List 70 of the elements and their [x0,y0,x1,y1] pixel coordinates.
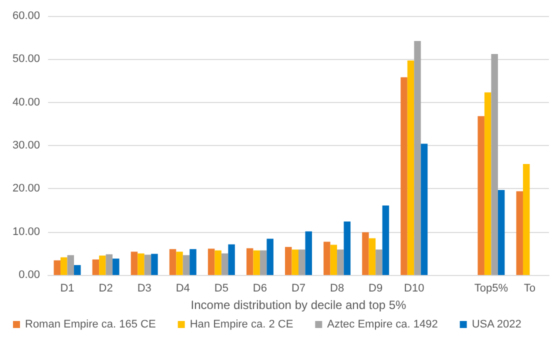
bar [285,246,292,275]
bar [478,116,484,275]
bar [221,253,228,275]
bar [151,254,158,275]
bar [92,259,100,275]
y-tick-label: 40.00 [12,96,40,108]
bar [130,252,138,275]
bar [176,252,183,275]
x-tick-label: To [524,282,536,294]
bar [292,250,298,275]
bar [169,249,176,275]
y-tick-label: 10.00 [12,226,40,238]
bar [298,250,306,275]
bar [330,244,338,275]
bar [362,232,369,275]
x-axis-title: Income distribution by decile and top 5% [190,298,407,312]
bar [54,260,61,275]
x-tick-label: D2 [98,282,113,294]
y-tick-label: 0.00 [18,269,40,281]
legend-label: USA 2022 [472,318,522,330]
bar [368,238,376,275]
bar [182,255,190,275]
bar [144,254,152,275]
bar [228,244,235,275]
legend-label: Aztec Empire ca. 1492 [327,318,438,330]
y-tick-label: 50.00 [12,53,40,66]
bar [74,265,81,275]
bar [112,258,120,275]
bar [60,257,68,275]
bar [344,221,351,275]
bar [337,250,344,275]
bar [382,206,390,275]
legend-label: Han Empire ca. 2 CE [190,318,294,330]
y-tick-label: 20.00 [12,182,40,195]
x-tick-label: D7 [291,282,306,294]
bar [214,250,222,275]
x-tick-label: Top5% [474,282,508,294]
bar [253,250,260,275]
y-tick-label: 60.00 [12,10,40,22]
bar [67,255,74,275]
x-tick-label: D5 [214,282,228,294]
bar [491,54,498,275]
bar [99,256,106,275]
x-tick-label: D6 [252,282,267,294]
bar [420,144,428,275]
bar [246,248,254,275]
bar [260,250,267,275]
bar [266,238,274,275]
bar [106,254,113,275]
bar [138,253,144,275]
x-tick-label: D3 [137,282,152,294]
bar [414,41,421,275]
bar [522,164,530,275]
y-tick-label: 30.00 [12,140,40,152]
bar [484,92,492,275]
x-tick-label: D4 [176,282,190,294]
x-tick-label: D10 [404,282,424,294]
bar [190,249,196,275]
x-tick-label: D1 [60,282,74,294]
bar [407,60,414,275]
x-tick-label: D9 [368,282,383,294]
legend-label: Roman Empire ca. 165 CE [25,318,156,330]
bar [305,231,312,275]
bar [516,191,523,275]
bar [400,77,408,275]
x-tick-label: D8 [330,282,344,294]
bar [324,242,330,275]
bar [498,190,505,275]
bar [208,248,215,275]
bar [376,250,382,275]
